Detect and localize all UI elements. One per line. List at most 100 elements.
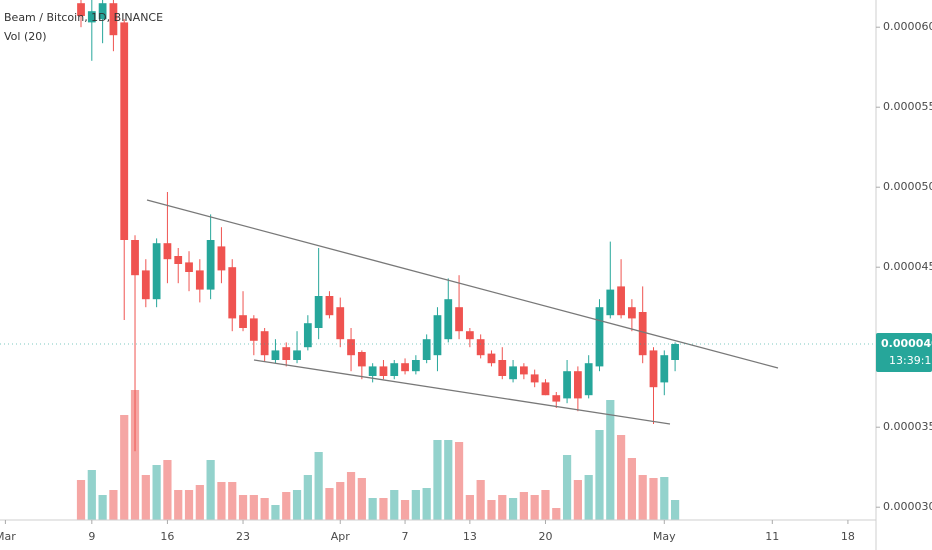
candle-body <box>433 315 442 356</box>
y-tick-label: 0.0000300 <box>883 500 932 513</box>
x-tick-label: Mar <box>0 530 16 543</box>
volume-bar <box>141 475 150 520</box>
volume-bar <box>422 488 431 520</box>
volume-bar <box>314 452 323 520</box>
candle-body <box>195 270 204 290</box>
candle-body <box>509 366 517 380</box>
volume-bar <box>530 495 539 520</box>
x-tick-label: 18 <box>841 530 855 543</box>
candle-body <box>131 240 139 276</box>
volume-bar <box>163 460 172 520</box>
candle-body <box>98 3 107 20</box>
volume-bar <box>454 442 464 520</box>
candle-body <box>206 240 215 290</box>
volume-bar <box>411 490 420 520</box>
candle-body <box>293 350 301 360</box>
x-tick-label: Apr <box>331 530 351 543</box>
candle-body <box>390 363 399 376</box>
candle-body <box>336 307 345 340</box>
candle-body <box>660 355 669 383</box>
volume-bar <box>184 490 194 520</box>
candle-body <box>163 243 172 260</box>
candle-body <box>671 344 679 360</box>
volume-bar <box>260 498 269 520</box>
candle-body <box>541 382 550 396</box>
volume-bar <box>325 488 334 520</box>
volume-bar <box>400 500 410 520</box>
candle-body <box>530 374 539 383</box>
candle-body <box>303 323 312 348</box>
volume-bar <box>368 498 377 520</box>
candle-body <box>573 371 582 399</box>
x-tick-label: 13 <box>463 530 477 543</box>
volume-bar <box>606 400 615 520</box>
last-price-tag <box>876 333 932 372</box>
volume-bar <box>660 477 669 520</box>
volume-bar <box>638 475 647 520</box>
volume-bar <box>541 490 550 520</box>
volume-bar <box>174 490 183 520</box>
volume-bar <box>336 482 345 520</box>
trend-lines <box>146 199 779 425</box>
candle-body <box>87 11 96 23</box>
volume-bar <box>195 485 204 520</box>
candle-body <box>563 371 571 399</box>
volume-bar <box>498 495 507 520</box>
trend-line <box>253 359 671 425</box>
axes: 0.0000300 0.0000350 0.0000450 0.0000500 0.00… <box>0 20 932 543</box>
candle-body <box>411 360 420 372</box>
candle-body <box>249 318 258 341</box>
volume-bar <box>76 480 86 520</box>
candle-layer <box>77 0 679 452</box>
volume-bar <box>390 490 399 520</box>
candle-body <box>174 256 183 264</box>
y-tick-label: 0.0000600 <box>883 20 932 33</box>
volume-bar <box>584 475 593 520</box>
volume-bar <box>238 495 248 520</box>
candle-body <box>357 352 366 367</box>
candle-body <box>498 360 507 376</box>
candle-body <box>282 347 291 360</box>
volume-bar <box>249 495 258 520</box>
x-tick-label: May <box>653 530 676 543</box>
volume-bar <box>357 478 366 520</box>
candle-body <box>465 331 474 340</box>
candle-body <box>77 3 85 16</box>
volume-bar <box>120 415 129 520</box>
candle-body <box>422 339 431 360</box>
candle-body <box>638 312 647 356</box>
candle-body <box>649 350 658 388</box>
candle-body <box>617 286 625 316</box>
y-tick-label: 0.0000450 <box>883 260 932 273</box>
candle-body <box>476 339 485 356</box>
volume-bar <box>465 495 474 520</box>
candle-body <box>401 363 409 372</box>
volume-bar <box>519 492 528 520</box>
candle-body <box>152 243 161 300</box>
candle-body <box>455 307 463 332</box>
volume-bar <box>562 455 572 520</box>
volume-bar <box>573 480 582 520</box>
candle-body <box>595 307 604 367</box>
volume-bar <box>444 440 453 520</box>
x-tick-label: 9 <box>88 530 95 543</box>
volume-bar <box>616 435 626 520</box>
x-tick-label: 20 <box>538 530 552 543</box>
candle-body <box>584 363 593 396</box>
volume-bar <box>476 480 485 520</box>
volume-bar <box>508 498 518 520</box>
volume-layer <box>76 390 680 520</box>
candle-body <box>325 296 334 316</box>
candle-body <box>379 366 388 376</box>
y-tick-label: 0.0000550 <box>883 100 932 113</box>
candle-body <box>552 395 561 402</box>
volume-bar <box>595 430 604 520</box>
candle-body <box>120 22 129 241</box>
volume-bar <box>109 490 118 520</box>
volume-bar <box>433 440 442 520</box>
volume-label: Vol (20) <box>4 30 47 43</box>
volume-bar <box>487 500 496 520</box>
chart-title: Beam / Bitcoin, 1D, BINANCE <box>4 11 163 24</box>
x-tick-label: 23 <box>236 530 250 543</box>
